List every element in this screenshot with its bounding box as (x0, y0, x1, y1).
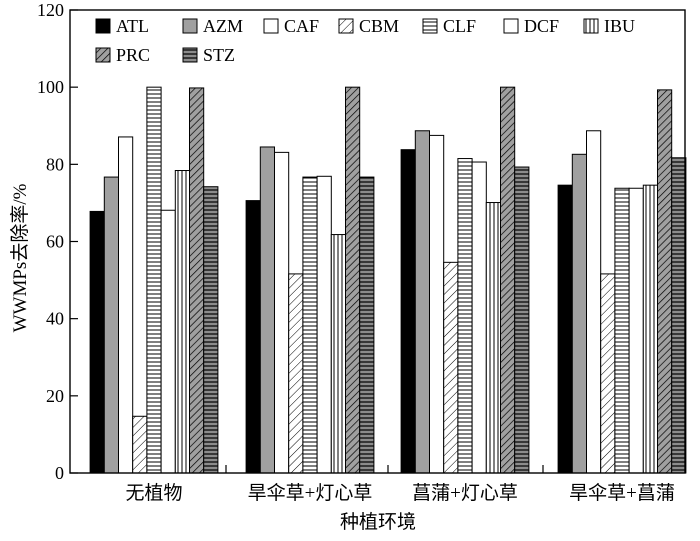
bar-clf-1 (146, 86, 162, 474)
y-tick-label: 100 (37, 77, 64, 97)
legend-label-cbm: CBM (359, 16, 399, 36)
x-axis-title: 种植环境 (340, 511, 416, 533)
bar-clf-2 (302, 176, 318, 474)
bar-clf-3 (457, 158, 473, 474)
bar-ibu-1 (174, 170, 191, 474)
bar-caf-1 (118, 136, 134, 474)
bar-ibu-3 (485, 202, 501, 474)
legend-swatch-azm (182, 18, 198, 34)
legend-swatch-dcf (503, 18, 519, 34)
legend-swatch-cbm (338, 18, 354, 34)
legend: ATL AZM CAF CBM CLF DCF IBU PRC STZ (95, 16, 635, 65)
bars-layer (89, 86, 687, 474)
legend-label-prc: PRC (116, 45, 150, 65)
legend-swatch-atl (95, 18, 111, 34)
y-tick-label: 40 (46, 309, 64, 329)
y-tick-label: 60 (46, 232, 64, 252)
legend-label-stz: STZ (203, 45, 235, 65)
bar-ibu-2 (330, 234, 346, 474)
legend-swatch-clf (422, 18, 438, 34)
legend-swatch-caf (263, 18, 279, 34)
bar-azm-2 (259, 146, 275, 474)
bar-dcf-3 (471, 161, 487, 474)
bar-stz-3 (514, 166, 530, 474)
bar-atl-1 (89, 210, 105, 474)
bar-atl-2 (245, 200, 261, 474)
bar-stz-2 (359, 176, 375, 474)
bar-atl-3 (400, 149, 416, 474)
bar-prc-1 (189, 87, 205, 474)
legend-swatch-ibu (583, 18, 599, 34)
y-tick-label: 80 (46, 154, 64, 174)
bar-caf-3 (429, 134, 445, 474)
bar-clf-4 (614, 187, 630, 474)
bar-atl-4 (557, 184, 573, 474)
legend-swatch-stz (182, 47, 198, 63)
legend-label-atl: ATL (116, 16, 149, 36)
bar-cbm-1 (132, 415, 148, 474)
y-tick-label: 0 (55, 463, 64, 483)
bar-prc-2 (345, 86, 361, 474)
bar-cbm-4 (600, 273, 616, 474)
bar-dcf-2 (316, 175, 332, 474)
bar-azm-3 (414, 130, 430, 474)
x-category-label: 旱伞草+灯心草 (248, 482, 373, 504)
bar-caf-2 (274, 151, 290, 474)
legend-label-azm: AZM (203, 16, 243, 36)
y-tick-label: 120 (37, 0, 64, 20)
x-category-label: 无植物 (125, 482, 182, 504)
bar-dcf-4 (628, 187, 644, 474)
bar-azm-1 (103, 176, 120, 474)
y-tick-label: 20 (46, 386, 64, 406)
x-category-label: 旱伞草+菖蒲 (569, 482, 675, 504)
legend-label-caf: CAF (284, 16, 319, 36)
legend-label-clf: CLF (443, 16, 476, 36)
bar-azm-4 (571, 153, 587, 474)
bar-stz-4 (671, 157, 687, 474)
axes: 0 20 40 60 80 100 120 无植物 旱伞草+灯心草 菖蒲+灯心草 旱伞草+菖蒲 (37, 0, 686, 504)
bar-dcf-1 (160, 209, 176, 474)
legend-label-ibu: IBU (604, 16, 635, 36)
bar-caf-4 (586, 130, 602, 474)
bar-cbm-2 (288, 273, 304, 474)
bar-prc-3 (500, 86, 516, 474)
legend-label-dcf: DCF (524, 16, 559, 36)
x-category-label: 菖蒲+灯心草 (412, 482, 518, 504)
legend-swatch-prc (95, 47, 111, 63)
bar-cbm-3 (443, 261, 459, 474)
y-axis-title: WWMPs去除率/% (9, 183, 31, 332)
bar-ibu-4 (642, 184, 658, 474)
bar-stz-1 (203, 186, 219, 474)
bar-prc-4 (657, 89, 673, 474)
